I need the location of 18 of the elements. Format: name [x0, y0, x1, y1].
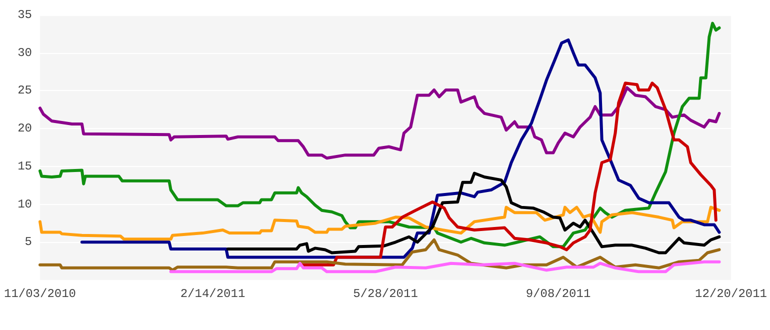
- line-series: [80, 38, 721, 259]
- line-series: [226, 172, 721, 254]
- y-tick-label: 30: [18, 46, 32, 60]
- y-tick-label: 5: [24, 235, 32, 250]
- y-tick-label: 15: [18, 159, 32, 174]
- x-tick-label: 5/28/2011: [353, 287, 418, 301]
- x-tick-label: 2/14/2011: [180, 287, 246, 301]
- line-series: [38, 238, 721, 272]
- y-tick-label: 35: [18, 8, 32, 22]
- line-series: [169, 260, 721, 274]
- y-tick-label: 25: [18, 84, 32, 98]
- y-tick-label: 20: [18, 122, 32, 136]
- y-tick-label: 10: [18, 197, 32, 212]
- x-tick-label: 9/08/2011: [526, 287, 591, 301]
- x-tick-label: 11/03/2010: [4, 287, 76, 301]
- line-series: [38, 86, 721, 160]
- line-series: [38, 206, 721, 241]
- x-tick-label: 12/20/2011: [694, 287, 767, 301]
